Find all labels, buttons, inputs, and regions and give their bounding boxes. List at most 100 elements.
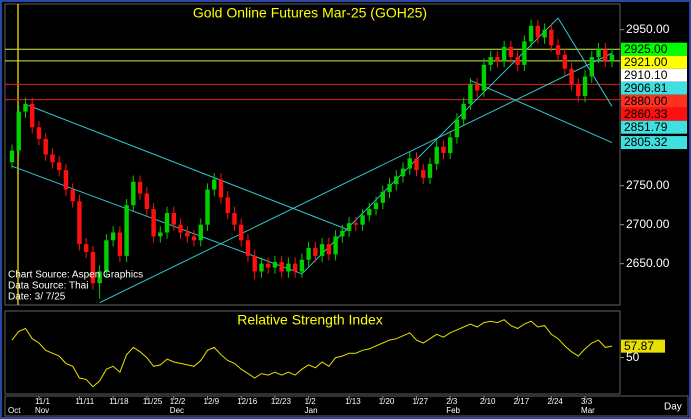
candle-body [124, 205, 129, 256]
price-label: 2921.00 [624, 55, 668, 69]
month-label: Nov [35, 406, 49, 415]
candle-body [495, 57, 500, 61]
candle-body [36, 127, 42, 139]
candle-body [555, 45, 561, 55]
month-label: Dec [170, 406, 184, 415]
candle-body [30, 103, 35, 128]
y-tick-label: 50 [626, 350, 640, 364]
x-tick-label: 11/1 [35, 397, 51, 406]
candle-body [198, 224, 203, 241]
candle-body [508, 46, 514, 58]
candle-body [582, 76, 588, 97]
candle-body [225, 197, 230, 213]
candle-body [131, 181, 136, 206]
candle-body [542, 29, 547, 38]
candle-body [178, 224, 183, 233]
candle-body [265, 263, 271, 268]
candle-body [306, 248, 311, 260]
candle-body [421, 170, 426, 178]
date-strip [4, 395, 689, 417]
candle-body [63, 170, 69, 190]
candle-body [292, 263, 298, 272]
candle-body [367, 209, 372, 216]
candle-body [158, 232, 163, 237]
y-tick-label: 2650.00 [626, 256, 670, 270]
trendline [99, 52, 613, 304]
month-label: Mar [581, 406, 595, 415]
candle-body [589, 57, 594, 77]
rsi-value-box [621, 339, 665, 353]
candle-body [218, 179, 224, 198]
candle-body [414, 158, 419, 171]
y-tick-label: 2700.00 [626, 217, 670, 231]
candle-body [117, 232, 123, 256]
candle-body [569, 68, 574, 85]
candle-body [596, 49, 601, 58]
x-tick-label: 2/17 [514, 397, 530, 406]
candle-body [137, 181, 143, 194]
trendline [557, 17, 613, 107]
candle-body [603, 49, 608, 61]
price-label: 2910.10 [624, 68, 668, 82]
candle-body [185, 232, 190, 237]
candle-body [286, 263, 291, 272]
x-tick-label: 1/13 [345, 397, 361, 406]
candle-body [400, 168, 406, 177]
price-label-box [621, 136, 687, 150]
x-tick-label: 2/24 [547, 397, 563, 406]
price-label: 2805.32 [624, 135, 668, 149]
candle-body [299, 259, 305, 272]
price-label-box [621, 55, 687, 69]
candle-body [488, 57, 493, 65]
candle-body [252, 255, 257, 272]
trendline [11, 165, 303, 275]
price-label-box [621, 120, 687, 134]
candle-body [16, 111, 21, 151]
price-label-box [621, 42, 687, 56]
candle-body [387, 184, 392, 192]
price-label: 2880.00 [624, 94, 668, 108]
candle-body [481, 64, 487, 91]
price-label-box [621, 68, 687, 82]
x-tick-label: 12/9 [204, 397, 220, 406]
candle-body [56, 162, 62, 171]
axes: 2650.00 2700.00 2750.00 2950.00 50 Oct 11/1Nov… [8, 22, 687, 415]
candle-body [522, 41, 527, 65]
x-tick-label: 3/3 [581, 397, 593, 406]
candle-body [394, 176, 399, 185]
trendline [470, 79, 613, 144]
candle-body [562, 54, 568, 69]
candle-body [501, 46, 507, 61]
candle-body [461, 103, 466, 120]
candle-body [535, 25, 541, 38]
candle-body [441, 146, 446, 153]
candle-body [191, 236, 197, 241]
source-note: Chart Source: Aspen Graphics [8, 270, 143, 281]
candle-body [9, 150, 15, 163]
candle-body [259, 263, 264, 272]
candle-body [373, 202, 379, 210]
candle-body [346, 223, 352, 231]
x-tick-label: 11/18 [109, 397, 129, 406]
candle-body [360, 215, 365, 225]
candle-body [313, 248, 318, 256]
candle-body [144, 193, 150, 210]
candle-body [609, 54, 615, 61]
y-tick-label: 2750.00 [626, 178, 670, 192]
rsi-panel [4, 310, 621, 395]
candle-body [110, 232, 116, 241]
x-tick-label: 2/3 [446, 397, 458, 406]
rsi-plot [11, 319, 613, 388]
main-plot [5, 17, 620, 304]
x-tick-label: 12/2 [170, 397, 186, 406]
price-label-box [621, 81, 687, 95]
candle-body [83, 244, 89, 252]
candle-body [340, 230, 345, 237]
candle-body [90, 251, 96, 284]
period-label: Day [664, 402, 682, 413]
candle-body [454, 119, 460, 138]
candle-body [353, 223, 359, 225]
rsi-line [11, 319, 613, 388]
trendline [27, 104, 348, 230]
x-tick-label: 12/16 [237, 397, 258, 406]
